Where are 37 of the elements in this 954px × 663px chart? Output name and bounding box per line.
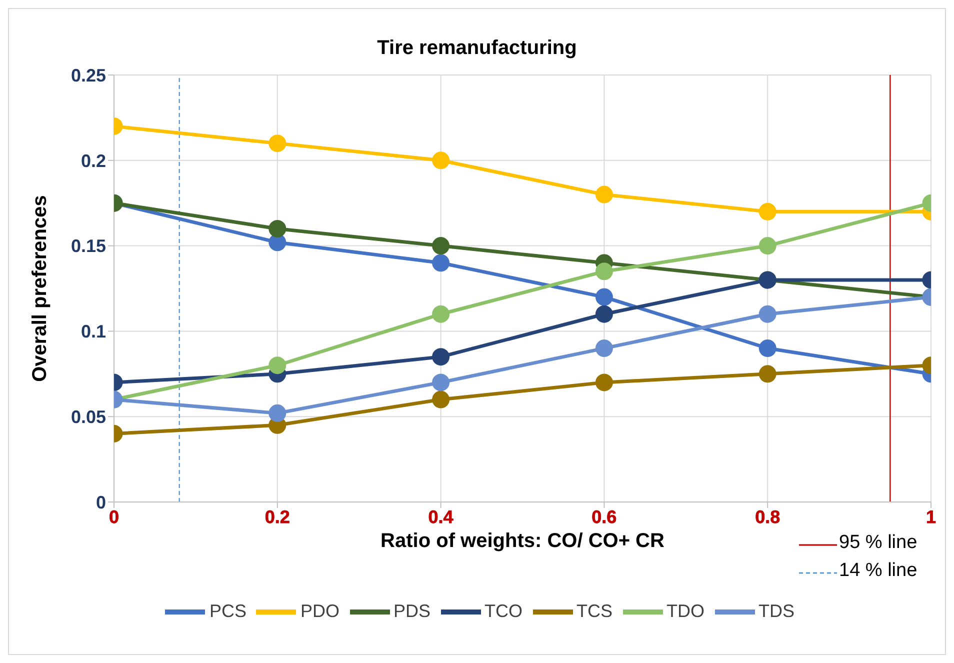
x-tick-label: 0.4 bbox=[428, 506, 454, 527]
x-axis-title: Ratio of weights: CO/ CO+ CR bbox=[380, 530, 665, 552]
point bbox=[595, 186, 613, 204]
legend-label: TDS bbox=[758, 600, 795, 621]
point bbox=[432, 305, 450, 323]
point bbox=[432, 374, 450, 392]
x-tick-label: 0.2 bbox=[264, 506, 290, 527]
y-tick-label: 0 bbox=[96, 492, 106, 512]
x-tick-label: 0.8 bbox=[755, 506, 780, 527]
point bbox=[432, 152, 450, 170]
legend-label: PDS bbox=[394, 600, 431, 621]
chart-title: Tire remanufacturing bbox=[376, 37, 578, 61]
x-tick-label: 0 bbox=[108, 506, 120, 527]
legend-label: PDO bbox=[300, 600, 340, 621]
point bbox=[595, 374, 613, 392]
legend-label: TDO bbox=[666, 600, 705, 621]
x-tick-label: 1 bbox=[926, 506, 936, 527]
y-tick-label: 0.05 bbox=[70, 406, 106, 427]
legend-label: TCO bbox=[484, 600, 523, 621]
y-tick-label: 0.2 bbox=[80, 150, 106, 171]
point bbox=[432, 348, 450, 366]
legend-label: PCS bbox=[209, 600, 246, 621]
y-tick-label: 0.1 bbox=[80, 322, 106, 342]
point bbox=[432, 237, 450, 255]
y-axis-title: Overall preferences bbox=[29, 195, 52, 382]
legend-label: 14 % line bbox=[839, 560, 918, 582]
legend-label: TCS bbox=[576, 600, 613, 621]
point bbox=[432, 390, 450, 408]
point bbox=[595, 305, 613, 323]
ref-line-label: 95 % line bbox=[839, 532, 918, 554]
x-tick-label: 0.6 bbox=[592, 506, 617, 527]
point bbox=[595, 288, 613, 306]
point bbox=[595, 262, 613, 280]
y-tick-label: 0.15 bbox=[70, 236, 106, 256]
point bbox=[595, 340, 613, 358]
y-tick-label: 0.25 bbox=[70, 65, 106, 86]
point bbox=[432, 254, 450, 272]
